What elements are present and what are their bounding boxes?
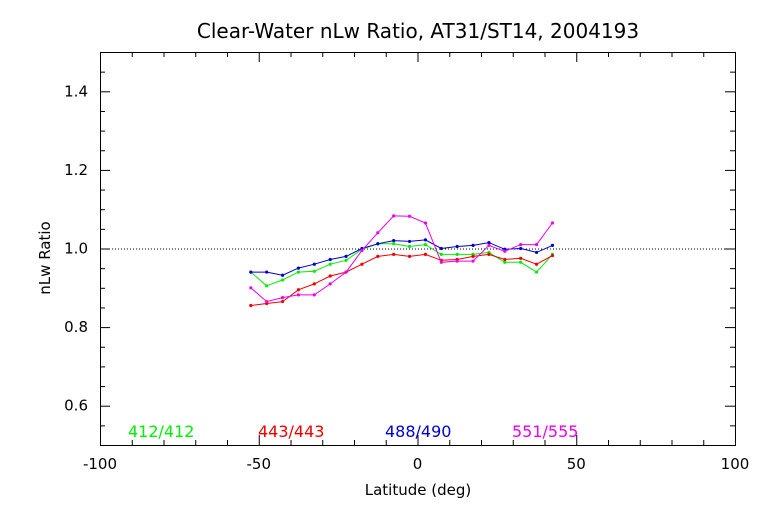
legend-entry: 412/412	[128, 422, 194, 441]
data-point	[407, 239, 412, 244]
data-point	[392, 252, 396, 256]
data-point	[503, 260, 507, 264]
data-point	[439, 260, 443, 264]
data-point	[280, 299, 285, 304]
x-tick-label: 100	[721, 455, 750, 473]
x-axis-label: Latitude (deg)	[365, 481, 471, 499]
data-point	[550, 221, 555, 225]
y-tick-label: 0.8	[64, 318, 88, 336]
data-point	[407, 214, 412, 218]
legend-entry: 488/490	[385, 422, 451, 441]
data-point	[312, 282, 316, 286]
data-point	[471, 254, 475, 258]
data-point	[471, 243, 475, 247]
data-point	[392, 242, 396, 246]
series-line	[250, 243, 553, 287]
y-axis-label: nLw Ratio	[36, 221, 54, 294]
y-tick-label: 0.6	[64, 397, 88, 415]
data-point	[265, 284, 269, 288]
data-point	[296, 270, 301, 274]
data-point	[328, 262, 332, 266]
data-point	[407, 244, 412, 249]
series-488-490	[249, 238, 555, 277]
data-point	[344, 254, 348, 258]
x-tick-label: 0	[413, 455, 423, 473]
data-point	[280, 296, 285, 300]
data-point	[280, 278, 285, 282]
data-point	[534, 262, 539, 266]
data-point	[503, 257, 507, 262]
data-point	[328, 274, 332, 278]
data-point	[519, 260, 523, 264]
data-point	[265, 270, 269, 274]
data-point	[312, 262, 316, 266]
data-point	[407, 254, 412, 258]
legend: 412/412 443/443 488/490 551/555	[128, 422, 578, 441]
series-line	[250, 239, 553, 276]
series-group	[249, 214, 555, 308]
data-point	[376, 242, 380, 246]
data-point	[487, 243, 491, 247]
data-point	[296, 266, 301, 270]
data-point	[249, 286, 253, 290]
x-tick-label: -100	[83, 455, 117, 473]
data-point	[360, 248, 364, 253]
data-point	[376, 231, 380, 235]
data-point	[249, 270, 253, 274]
legend-entry: 551/555	[512, 422, 578, 441]
data-point	[423, 242, 428, 247]
series-line	[250, 253, 553, 306]
data-point	[519, 256, 523, 260]
data-point	[423, 238, 428, 242]
data-point	[534, 242, 539, 247]
data-point	[296, 288, 301, 292]
x-tick-labels: -100 -50 0 50 100	[83, 455, 749, 473]
data-point	[312, 293, 316, 297]
data-point	[519, 246, 523, 251]
data-point	[455, 252, 459, 256]
y-tick-label: 1.0	[64, 240, 88, 258]
data-point	[344, 258, 348, 262]
data-point	[312, 269, 316, 273]
data-point	[360, 262, 364, 266]
y-tick-label: 1.4	[64, 82, 88, 100]
data-point	[249, 303, 253, 308]
data-point	[392, 239, 396, 243]
chart-title: Clear-Water nLw Ratio, AT31/ST14, 200419…	[197, 19, 639, 43]
data-point	[487, 241, 491, 245]
data-point	[392, 214, 396, 218]
x-tick-label: -50	[247, 455, 272, 473]
data-point	[376, 254, 380, 258]
data-point	[328, 257, 332, 262]
data-point	[423, 252, 428, 256]
data-point	[471, 259, 475, 263]
x-tick-label: 50	[567, 455, 586, 473]
y-tick-labels: 0.6 0.8 1.0 1.2 1.4	[64, 82, 88, 414]
data-point	[439, 246, 443, 251]
data-point	[455, 259, 459, 263]
data-point	[423, 221, 428, 225]
data-point	[487, 252, 491, 256]
data-point	[328, 282, 332, 286]
series-line	[250, 215, 553, 303]
data-point	[280, 273, 285, 277]
data-point	[534, 250, 539, 255]
data-point	[455, 244, 459, 249]
y-tick-label: 1.2	[64, 161, 88, 179]
data-point	[265, 299, 269, 304]
data-point	[534, 270, 539, 274]
series-443-443	[249, 252, 555, 308]
data-point	[344, 270, 348, 274]
series-551-555	[249, 214, 555, 304]
data-point	[439, 252, 443, 256]
data-point	[550, 253, 555, 258]
data-point	[550, 243, 555, 247]
legend-entry: 443/443	[258, 422, 324, 441]
axis-ticks	[100, 52, 736, 446]
data-point	[519, 242, 523, 247]
data-point	[503, 249, 507, 253]
data-point	[296, 293, 301, 297]
